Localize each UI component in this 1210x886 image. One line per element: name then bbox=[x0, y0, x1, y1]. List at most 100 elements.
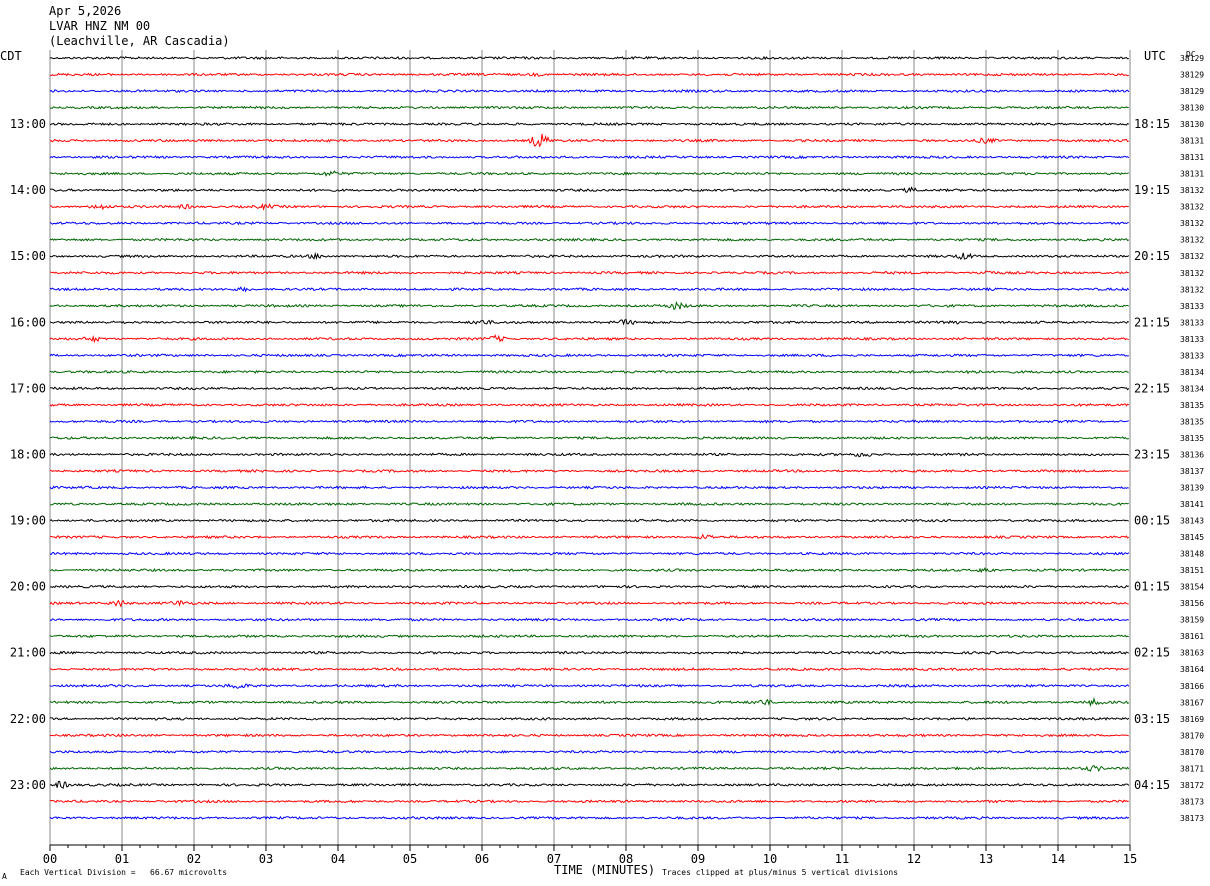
trace-39 bbox=[49, 696, 1130, 708]
trace-45 bbox=[49, 799, 1129, 804]
dc-value: 38135 bbox=[1180, 417, 1204, 426]
left-timezone-label: CDT bbox=[0, 49, 22, 63]
trace-2 bbox=[49, 88, 1130, 94]
trace-19 bbox=[49, 369, 1129, 375]
left-hour-label: 20:00 bbox=[10, 580, 46, 594]
clip-note: Traces clipped at plus/minus 5 vertical … bbox=[662, 868, 899, 877]
trace-31 bbox=[49, 567, 1130, 574]
x-axis-title: TIME (MINUTES) bbox=[554, 863, 656, 877]
dc-value: 38130 bbox=[1180, 104, 1204, 113]
left-hour-label: 18:00 bbox=[10, 447, 46, 461]
dc-value: 38164 bbox=[1180, 665, 1204, 674]
header-station: LVAR HNZ NM 00 bbox=[49, 19, 151, 33]
trace-5 bbox=[49, 133, 1130, 148]
x-tick-label: 07 bbox=[547, 852, 561, 866]
x-tick-label: 14 bbox=[1051, 852, 1065, 866]
dc-value: 38131 bbox=[1180, 153, 1204, 162]
trace-21 bbox=[49, 402, 1130, 407]
dc-value: 38134 bbox=[1180, 368, 1204, 377]
dc-value: 38129 bbox=[1180, 71, 1204, 80]
trace-40 bbox=[49, 716, 1130, 721]
dc-value: 38170 bbox=[1180, 731, 1204, 740]
trace-20 bbox=[49, 386, 1130, 391]
dc-value: 38133 bbox=[1180, 351, 1204, 360]
right-hour-label: 04:15 bbox=[1134, 778, 1170, 792]
right-hour-label: 22:15 bbox=[1134, 381, 1170, 395]
trace-6 bbox=[49, 154, 1130, 160]
dc-value: 38167 bbox=[1180, 698, 1204, 707]
dc-value: 38148 bbox=[1180, 550, 1204, 559]
trace-14 bbox=[49, 286, 1130, 293]
dc-value: 38173 bbox=[1180, 814, 1204, 823]
trace-28 bbox=[49, 518, 1129, 523]
trace-23 bbox=[49, 435, 1129, 441]
trace-46 bbox=[49, 815, 1130, 820]
dc-value: 38173 bbox=[1180, 797, 1204, 806]
dc-value: 38134 bbox=[1180, 384, 1204, 393]
dc-value: 38166 bbox=[1180, 682, 1204, 691]
trace-27 bbox=[49, 501, 1129, 507]
dc-value: 38163 bbox=[1180, 649, 1204, 658]
dc-value: 38131 bbox=[1180, 137, 1204, 146]
dc-value: 38133 bbox=[1180, 318, 1204, 327]
dc-value: 38141 bbox=[1180, 500, 1204, 509]
dc-value: 38172 bbox=[1180, 781, 1204, 790]
dc-value: 38169 bbox=[1180, 715, 1204, 724]
dc-value: 38130 bbox=[1180, 120, 1204, 129]
trace-15 bbox=[49, 300, 1130, 311]
dc-value: 38145 bbox=[1180, 533, 1204, 542]
trace-17 bbox=[49, 334, 1129, 344]
left-hour-label: 22:00 bbox=[10, 712, 46, 726]
trace-30 bbox=[49, 551, 1130, 556]
x-tick-label: 09 bbox=[691, 852, 705, 866]
trace-34 bbox=[49, 617, 1129, 622]
scale-note: Each Vertical Division = 66.67 microvolt… bbox=[20, 868, 228, 877]
dc-value: 38131 bbox=[1180, 170, 1204, 179]
trace-9 bbox=[49, 202, 1129, 211]
x-tick-label: 06 bbox=[475, 852, 489, 866]
header-location: (Leachville, AR Cascadia) bbox=[49, 34, 230, 48]
x-tick-label: 01 bbox=[115, 852, 129, 866]
left-hour-label: 13:00 bbox=[10, 117, 46, 131]
x-tick-label: 05 bbox=[403, 852, 417, 866]
trace-3 bbox=[49, 105, 1129, 110]
trace-44 bbox=[49, 780, 1130, 789]
x-tick-label: 15 bbox=[1123, 852, 1137, 866]
dc-value: 38132 bbox=[1180, 203, 1204, 212]
right-hour-label: 03:15 bbox=[1134, 712, 1170, 726]
dc-value: 38170 bbox=[1180, 748, 1204, 757]
left-hour-label: 21:00 bbox=[10, 646, 46, 660]
trace-41 bbox=[49, 733, 1129, 738]
trace-11 bbox=[49, 237, 1130, 242]
left-hour-label: 23:00 bbox=[10, 778, 46, 792]
trace-38 bbox=[49, 683, 1130, 689]
dc-value: 38132 bbox=[1180, 186, 1204, 195]
trace-10 bbox=[49, 220, 1129, 226]
right-hour-label: 19:15 bbox=[1134, 183, 1170, 197]
x-tick-label: 04 bbox=[331, 852, 345, 866]
x-tick-label: 03 bbox=[259, 852, 273, 866]
right-hour-label: 23:15 bbox=[1134, 447, 1170, 461]
trace-26 bbox=[49, 485, 1129, 490]
x-axis-ticks bbox=[49, 844, 1131, 851]
trace-0 bbox=[49, 55, 1129, 61]
time-gridlines bbox=[49, 50, 1131, 845]
right-hour-label: 20:15 bbox=[1134, 249, 1170, 263]
dc-value: 38136 bbox=[1180, 450, 1204, 459]
right-timezone-label: UTC bbox=[1144, 49, 1166, 63]
right-hour-label: 01:15 bbox=[1134, 580, 1170, 594]
trace-1 bbox=[49, 71, 1129, 78]
trace-12 bbox=[49, 251, 1130, 260]
x-tick-label: 13 bbox=[979, 852, 993, 866]
corner-mark: A bbox=[2, 872, 7, 881]
left-hour-label: 14:00 bbox=[10, 183, 46, 197]
right-hour-label: 21:15 bbox=[1134, 315, 1170, 329]
trace-4 bbox=[49, 122, 1130, 127]
dc-value: 38154 bbox=[1180, 583, 1204, 592]
dc-value: 38159 bbox=[1180, 616, 1204, 625]
trace-13 bbox=[49, 270, 1129, 276]
dc-value: 38137 bbox=[1180, 467, 1204, 476]
dc-header-label: DC bbox=[1186, 50, 1196, 59]
trace-35 bbox=[49, 634, 1129, 639]
